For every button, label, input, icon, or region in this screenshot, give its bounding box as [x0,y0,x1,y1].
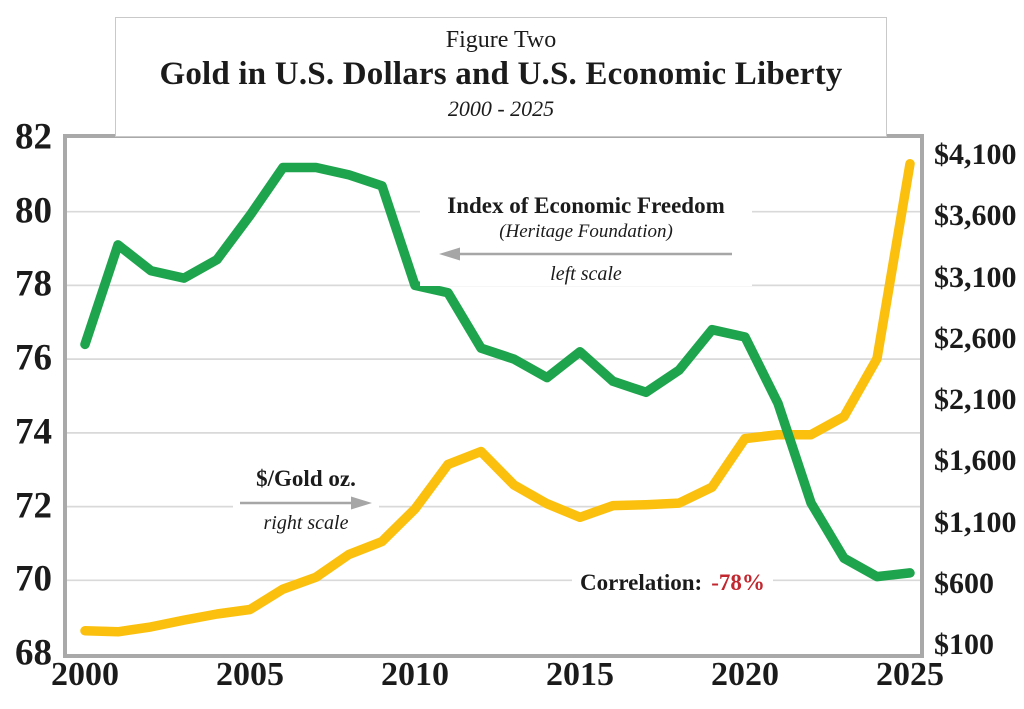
x-axis-tick: 2015 [546,656,614,693]
left-axis-tick: 70 [15,558,52,600]
right-axis-tick: $3,600 [934,199,1017,233]
right-axis-tick: $1,100 [934,505,1017,539]
ief-annotation: Index of Economic Freedom (Heritage Foun… [420,193,752,287]
right-axis-tick: $3,100 [934,260,1017,294]
correlation-value: -78% [711,570,765,595]
right-arrow-icon [240,496,372,510]
left-axis-tick: 78 [15,264,52,306]
figure-title: Gold in U.S. Dollars and U.S. Economic L… [159,56,843,92]
right-axis-tick: $100 [934,628,994,661]
right-axis-tick: $600 [934,566,994,600]
figure-pretitle: Figure Two [445,27,557,53]
x-axis-tick: 2005 [216,656,284,693]
title-box: Figure Two Gold in U.S. Dollars and U.S.… [115,17,887,137]
left-axis-tick: 72 [15,485,52,527]
right-axis-tick: $1,600 [934,444,1017,478]
gold-line [80,159,915,637]
left-axis-tick: 74 [15,411,52,453]
left-arrow-icon [439,247,732,261]
left-axis-tick: 82 [15,116,52,158]
left-axis-tick: 76 [15,337,52,379]
ief-line [80,162,915,582]
x-axis-tick: 2010 [381,656,449,693]
correlation-label: Correlation: [580,570,703,595]
left-axis-tick: 68 [15,632,52,674]
gold-annotation: $/Gold oz. right scale [233,466,379,536]
correlation-annotation: Correlation: -78% [572,570,773,597]
gold-scale-note: right scale [263,512,349,535]
ief-annotation-source: (Heritage Foundation) [499,221,673,243]
ief-scale-note: left scale [550,263,622,286]
x-axis-tick: 2000 [51,656,119,693]
left-axis-tick: 80 [15,190,52,232]
right-axis-tick: $4,100 [934,138,1017,171]
gold-annotation-label: $/Gold oz. [256,466,356,491]
right-axis-tick: $2,600 [934,321,1017,355]
figure-subtitle: 2000 - 2025 [447,96,555,121]
ief-annotation-label: Index of Economic Freedom [447,193,725,218]
x-axis-tick: 2025 [876,656,944,693]
x-axis-tick: 2020 [711,656,779,693]
right-axis-tick: $2,100 [934,383,1017,416]
